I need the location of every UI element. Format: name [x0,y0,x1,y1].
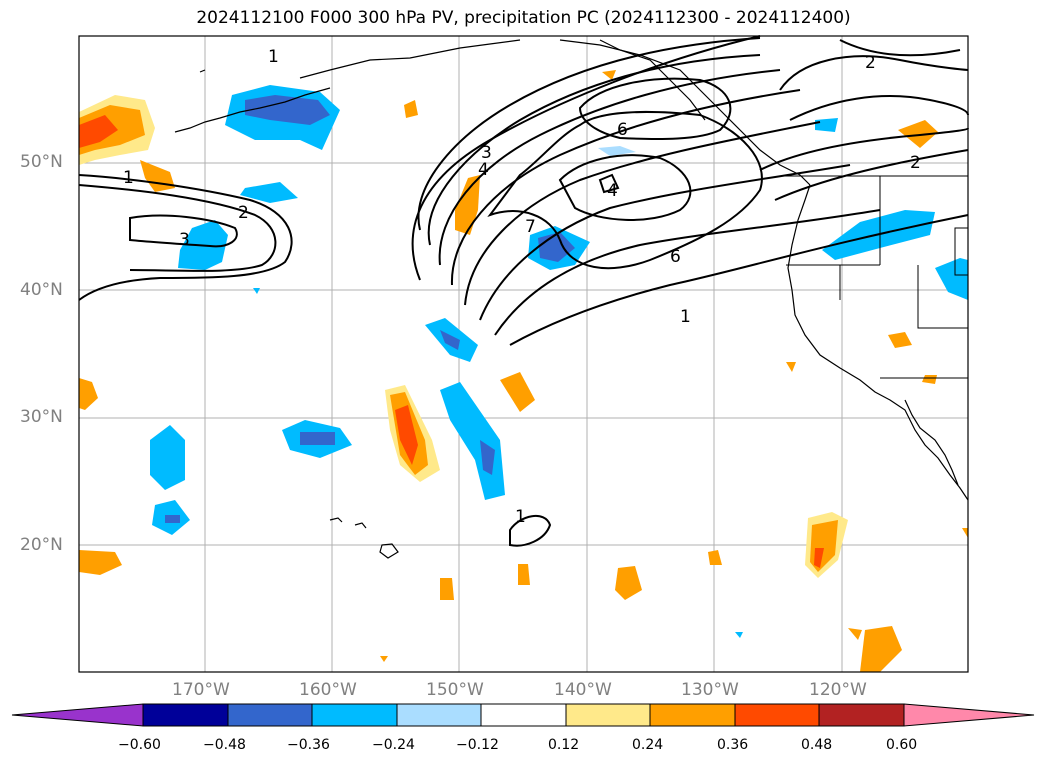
precip-blob [815,118,838,132]
colorbar-segment [649,703,736,727]
precip-blob [404,100,418,118]
colorbar-tick: 0.12 [548,737,580,753]
precip-blob [518,564,530,585]
map-frame [78,35,969,673]
contour-label: 1 [515,507,526,527]
precip-blob [786,362,796,372]
lon-label: 150°W [426,680,484,700]
contour-label: 2 [910,153,921,173]
precip-blob [500,372,535,412]
colorbar-segment [818,703,905,727]
colorbar-tick: −0.24 [372,737,415,753]
precip-blob [165,515,180,523]
precip-blob [240,182,298,203]
precip-blob [79,115,118,148]
colorbar-extend-high [903,703,1035,727]
precip-blob [922,375,937,384]
precip-blob [480,440,495,475]
precip-blob [735,632,743,638]
lat-label: 50°N [20,152,63,172]
colorbar-tick: −0.12 [456,737,499,753]
lat-label: 30°N [20,407,63,427]
colorbar-tick: −0.60 [118,737,161,753]
colorbar-tick: 0.48 [801,737,833,753]
precip-blob [440,578,454,600]
contour-label: 7 [525,217,536,237]
lon-label: 130°W [681,680,739,700]
colorbar-segment [396,703,482,727]
contour-label: 1 [268,47,279,67]
precip-blob [245,95,330,125]
contour-label: 6 [670,247,681,267]
lat-label: 20°N [20,535,63,555]
coastlines [174,39,969,559]
colorbar-segment [311,703,398,727]
precip-blob [380,656,388,662]
colorbar-tick: 0.24 [632,737,664,753]
contour-label: 2 [865,53,876,73]
contour-label: 1 [123,168,134,188]
colorbar-tick: 0.60 [886,737,918,753]
map-title: 2024112100 F000 300 hPa PV, precipitatio… [196,8,851,28]
colorbar-tick: −0.48 [203,737,246,753]
precip-blob [140,160,175,192]
precip-blob [79,550,122,575]
contour-label: 6 [617,120,628,140]
colorbar-segment [227,703,313,727]
contour-label: 2 [238,203,249,223]
precip-blob [253,288,260,294]
precip-blob [602,70,616,80]
colorbar-segment [734,703,820,727]
precip-blob [440,330,460,350]
precip-blob [935,258,968,300]
precip-blob [860,626,902,672]
precip-blob [814,548,824,568]
colorbar [11,703,1035,727]
precip-blob [300,432,335,445]
lon-label: 120°W [809,680,867,700]
precip-blob [79,378,98,410]
lon-label: 160°W [299,680,357,700]
pv-contours [78,35,969,547]
colorbar-tick: 0.36 [717,737,749,753]
precip-blob [440,382,505,500]
colorbar-segment [565,703,651,727]
contour-label: 3 [179,230,190,250]
precip-blob [898,120,938,148]
precip-shading [79,70,968,672]
precip-blob [888,332,912,348]
contour-label: 3 [481,143,492,163]
lon-label: 140°W [554,680,612,700]
lat-label: 40°N [20,280,63,300]
colorbar-segment [480,703,567,727]
precip-blob [615,566,642,600]
precip-blob [150,425,185,490]
colorbar-tick: −0.36 [287,737,330,753]
contour-label: 1 [680,307,691,327]
precip-blob [708,550,722,565]
colorbar-segment [142,703,229,727]
precip-blob [598,146,636,156]
lon-label: 170°W [172,680,230,700]
contour-label: 4 [607,181,618,201]
precip-blob [395,405,418,465]
contour-labels: 1 2 3 1 3 4 7 6 4 6 1 2 1 2 [123,47,921,527]
precip-blob [962,528,968,538]
contour-label: 4 [478,160,489,180]
colorbar-extend-low [11,703,144,727]
precip-blob [848,628,862,640]
